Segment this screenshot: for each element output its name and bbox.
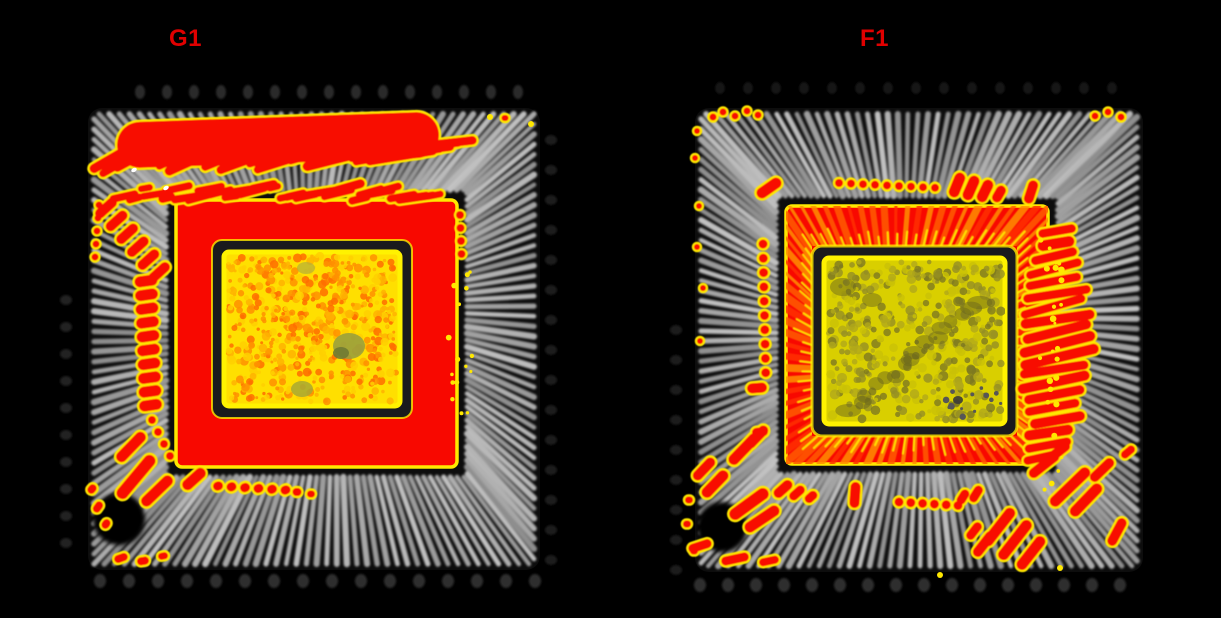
chip-label-g1: G1 (169, 25, 203, 52)
chip-label-f1: F1 (860, 25, 890, 52)
chip-figure-g1 (60, 85, 557, 588)
chip-figure-f1 (670, 82, 1143, 592)
bottom-white-strip (0, 618, 1221, 625)
